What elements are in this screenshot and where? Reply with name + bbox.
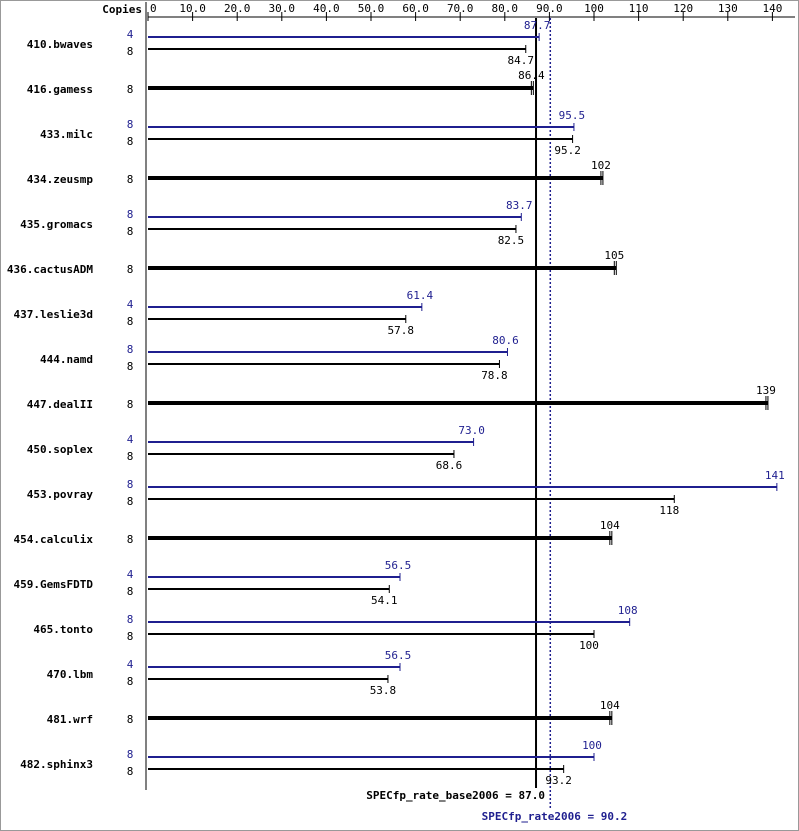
x-tick-label: 20.0 <box>224 2 251 15</box>
benchmark-label: 482.sphinx3 <box>20 758 93 771</box>
benchmark-label: 416.gamess <box>27 83 93 96</box>
benchmark-label: 433.milc <box>40 128 93 141</box>
copies-label: 8 <box>127 173 134 186</box>
copies-label: 8 <box>127 450 134 463</box>
copies-label: 8 <box>127 45 134 58</box>
x-tick-label: 100 <box>584 2 604 15</box>
value-label: 54.1 <box>371 594 398 607</box>
x-tick-label: 60.0 <box>402 2 429 15</box>
x-tick-label: 0 <box>150 2 157 15</box>
copies-label: 8 <box>127 135 134 148</box>
value-label: 61.4 <box>407 289 434 302</box>
copies-label: 8 <box>127 675 134 688</box>
value-label: 102 <box>591 159 611 172</box>
benchmark-label: 434.zeusmp <box>27 173 94 186</box>
x-tick-label: 130 <box>718 2 738 15</box>
value-label: 68.6 <box>436 459 463 472</box>
copies-label: 8 <box>127 398 134 411</box>
copies-label: 8 <box>127 263 134 276</box>
benchmark-label: 481.wrf <box>47 713 93 726</box>
copies-header: Copies <box>102 3 142 16</box>
copies-label: 8 <box>127 713 134 726</box>
benchmark-label: 447.dealII <box>27 398 93 411</box>
value-label: 78.8 <box>481 369 508 382</box>
value-label: 82.5 <box>498 234 525 247</box>
copies-label: 4 <box>127 658 134 671</box>
value-label: 84.7 <box>508 54 535 67</box>
copies-label: 8 <box>127 630 134 643</box>
copies-label: 8 <box>127 533 134 546</box>
copies-label: 8 <box>127 360 134 373</box>
copies-label: 4 <box>127 433 134 446</box>
benchmark-label: 465.tonto <box>33 623 93 636</box>
x-tick-label: 30.0 <box>269 2 296 15</box>
copies-label: 8 <box>127 748 134 761</box>
benchmark-label: 454.calculix <box>14 533 94 546</box>
copies-label: 4 <box>127 568 134 581</box>
value-label: 56.5 <box>385 649 412 662</box>
copies-label: 8 <box>127 315 134 328</box>
x-tick-label: 70.0 <box>447 2 474 15</box>
benchmark-label: 435.gromacs <box>20 218 93 231</box>
value-label: 83.7 <box>506 199 533 212</box>
copies-label: 8 <box>127 118 134 131</box>
value-label: 100 <box>582 739 602 752</box>
x-tick-label: 80.0 <box>492 2 519 15</box>
benchmark-label: 410.bwaves <box>27 38 93 51</box>
benchmark-label: 450.soplex <box>27 443 94 456</box>
value-label: 56.5 <box>385 559 412 572</box>
copies-label: 8 <box>127 208 134 221</box>
x-tick-label: 140 <box>762 2 782 15</box>
value-label: 53.8 <box>370 684 397 697</box>
reference-label: SPECfp_rate2006 = 90.2 <box>482 810 628 823</box>
copies-label: 8 <box>127 225 134 238</box>
copies-label: 8 <box>127 83 134 96</box>
benchmark-label: 444.namd <box>40 353 93 366</box>
x-tick-label: 10.0 <box>179 2 206 15</box>
copies-label: 8 <box>127 478 134 491</box>
copies-label: 8 <box>127 765 134 778</box>
value-label: 100 <box>579 639 599 652</box>
copies-label: 8 <box>127 613 134 626</box>
copies-label: 8 <box>127 343 134 356</box>
x-tick-label: 120 <box>673 2 693 15</box>
copies-label: 8 <box>127 585 134 598</box>
value-label: 80.6 <box>492 334 519 347</box>
value-label: 73.0 <box>458 424 485 437</box>
benchmark-label: 459.GemsFDTD <box>14 578 94 591</box>
x-tick-label: 90.0 <box>536 2 563 15</box>
value-label: 105 <box>604 249 624 262</box>
value-label: 57.8 <box>388 324 415 337</box>
benchmark-label: 436.cactusADM <box>7 263 93 276</box>
x-tick-label: 110 <box>629 2 649 15</box>
value-label: 93.2 <box>545 774 572 787</box>
benchmark-label: 470.lbm <box>47 668 94 681</box>
copies-label: 8 <box>127 495 134 508</box>
value-label: 108 <box>618 604 638 617</box>
value-label: 86.4 <box>518 69 545 82</box>
value-label: 104 <box>600 519 620 532</box>
value-label: 141 <box>765 469 785 482</box>
x-tick-label: 40.0 <box>313 2 340 15</box>
value-label: 87.7 <box>524 19 551 32</box>
copies-label: 4 <box>127 28 134 41</box>
copies-label: 4 <box>127 298 134 311</box>
benchmark-label: 453.povray <box>27 488 94 501</box>
value-label: 104 <box>600 699 620 712</box>
x-tick-label: 50.0 <box>358 2 385 15</box>
reference-label: SPECfp_rate_base2006 = 87.0 <box>366 789 545 802</box>
value-label: 95.2 <box>554 144 581 157</box>
value-label: 118 <box>659 504 679 517</box>
value-label: 95.5 <box>559 109 586 122</box>
value-label: 139 <box>756 384 776 397</box>
benchmark-label: 437.leslie3d <box>14 308 93 321</box>
